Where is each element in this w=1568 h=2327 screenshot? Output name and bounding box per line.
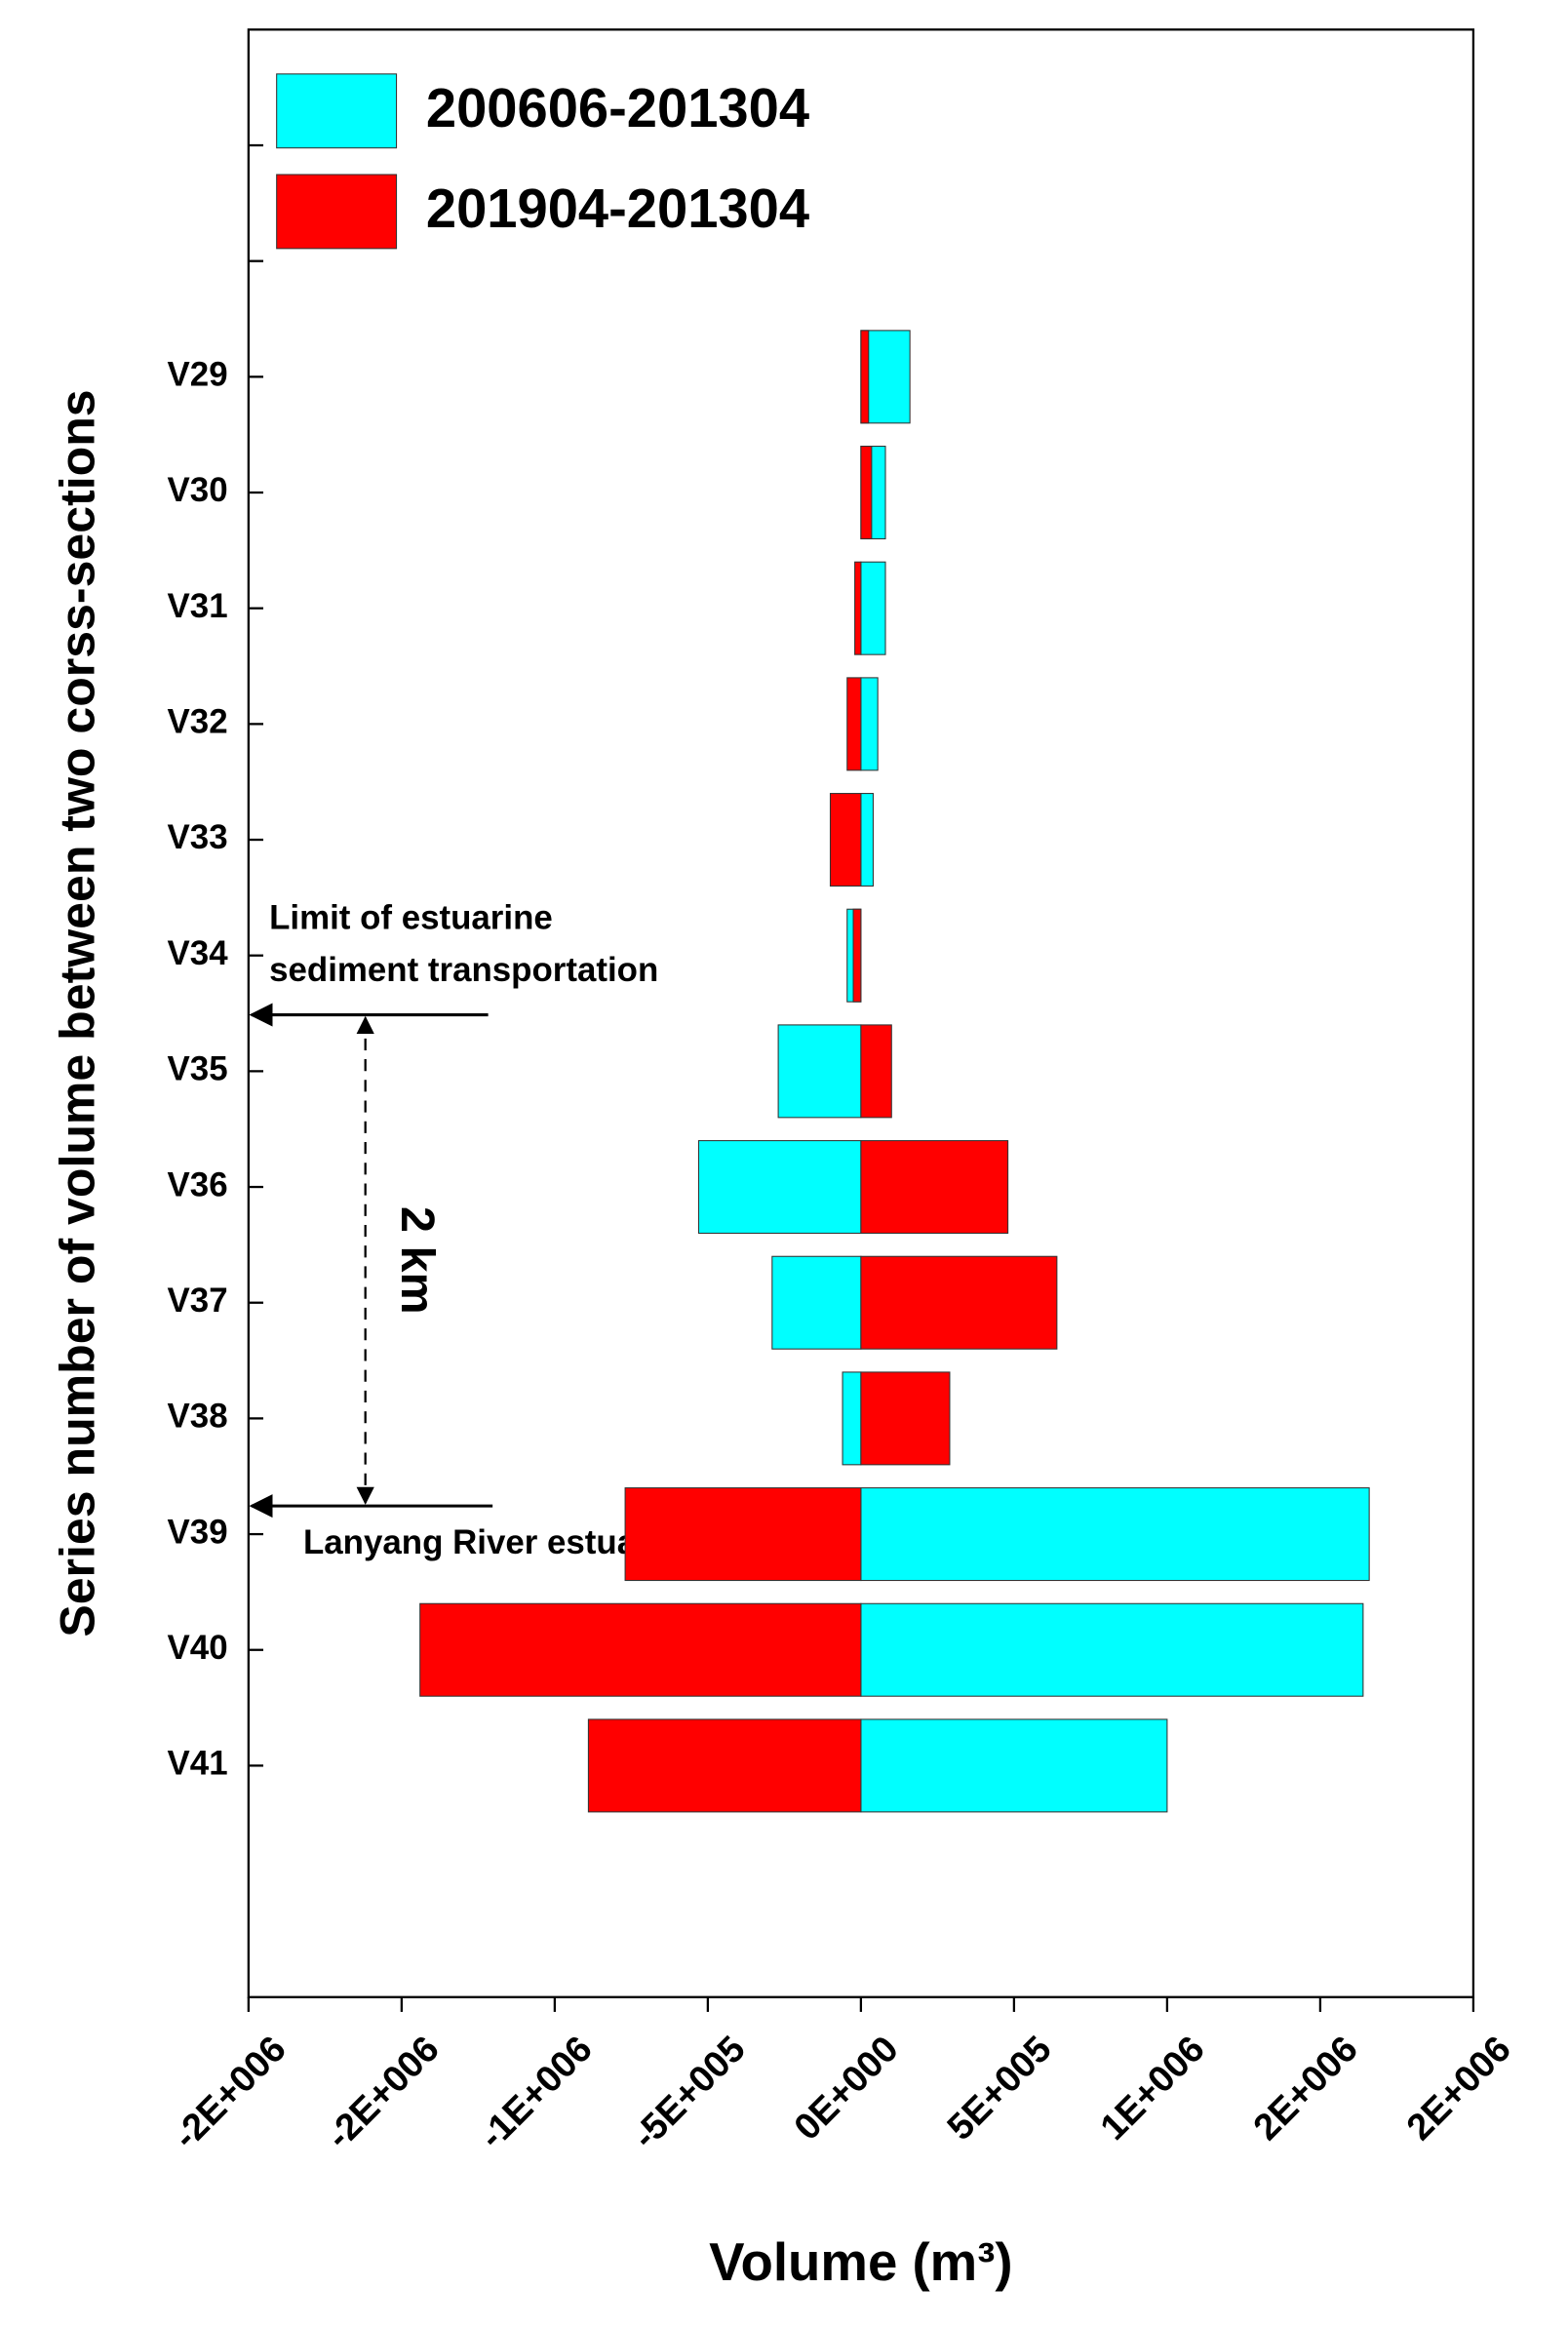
- x-tick-label: -5E+005: [625, 2029, 754, 2157]
- y-tick-label: V36: [168, 1165, 228, 1203]
- bar: [842, 1371, 862, 1466]
- y-tick-label: V30: [168, 471, 228, 509]
- bar: [860, 1140, 1009, 1235]
- legend-swatch: [276, 73, 398, 149]
- legend-label: 200606-201304: [426, 77, 809, 138]
- y-tick-label: V31: [168, 587, 228, 625]
- bar: [587, 1718, 862, 1813]
- bar: [697, 1140, 862, 1235]
- legend-label: 201904-201304: [426, 177, 809, 239]
- x-axis-label: Volume (m³): [709, 2232, 1012, 2292]
- bar: [860, 1371, 951, 1466]
- x-tick-label: 2E+006: [1399, 2029, 1519, 2149]
- bar: [419, 1602, 862, 1697]
- annotation: sediment transportation: [269, 951, 658, 989]
- bar: [846, 677, 862, 771]
- bar: [860, 1487, 1370, 1582]
- y-tick-label: V37: [168, 1282, 228, 1320]
- bar: [860, 1024, 892, 1119]
- y-tick-label: V38: [168, 1398, 228, 1436]
- x-tick-label: 0E+000: [787, 2029, 907, 2149]
- bar: [860, 330, 870, 424]
- y-tick-label: V32: [168, 703, 228, 741]
- bar: [829, 793, 862, 887]
- x-tick-label: 5E+005: [940, 2029, 1060, 2149]
- x-tick-label: 1E+006: [1093, 2029, 1213, 2149]
- y-tick-label: V40: [168, 1629, 228, 1667]
- y-axis-label: Series number of volume between two cors…: [51, 389, 105, 1637]
- bar: [852, 908, 862, 1003]
- bar: [777, 1024, 862, 1119]
- annotation: 2 km: [391, 1206, 444, 1315]
- legend-swatch: [276, 174, 398, 250]
- bar: [771, 1255, 862, 1350]
- bar: [854, 561, 862, 655]
- y-tick-label: V41: [168, 1745, 228, 1783]
- x-tick-label: -1E+006: [472, 2029, 601, 2157]
- bar: [860, 793, 874, 887]
- bar: [860, 1602, 1364, 1697]
- bar: [860, 1718, 1168, 1813]
- x-tick-label: 2E+006: [1246, 2029, 1366, 2149]
- bar: [860, 1255, 1058, 1350]
- x-tick-label: -2E+006: [166, 2029, 294, 2157]
- annotation: Limit of estuarine: [269, 899, 553, 937]
- bar: [624, 1487, 862, 1582]
- y-tick-label: V33: [168, 818, 228, 856]
- y-tick-label: V35: [168, 1050, 228, 1088]
- y-tick-label: V29: [168, 356, 228, 394]
- bar: [860, 677, 879, 771]
- x-tick-label: -2E+006: [319, 2029, 448, 2157]
- y-tick-label: V34: [168, 934, 229, 972]
- annotation: Lanyang River estuary: [303, 1523, 669, 1561]
- y-tick-label: V39: [168, 1513, 228, 1551]
- bar: [860, 446, 873, 540]
- bar: [860, 561, 886, 655]
